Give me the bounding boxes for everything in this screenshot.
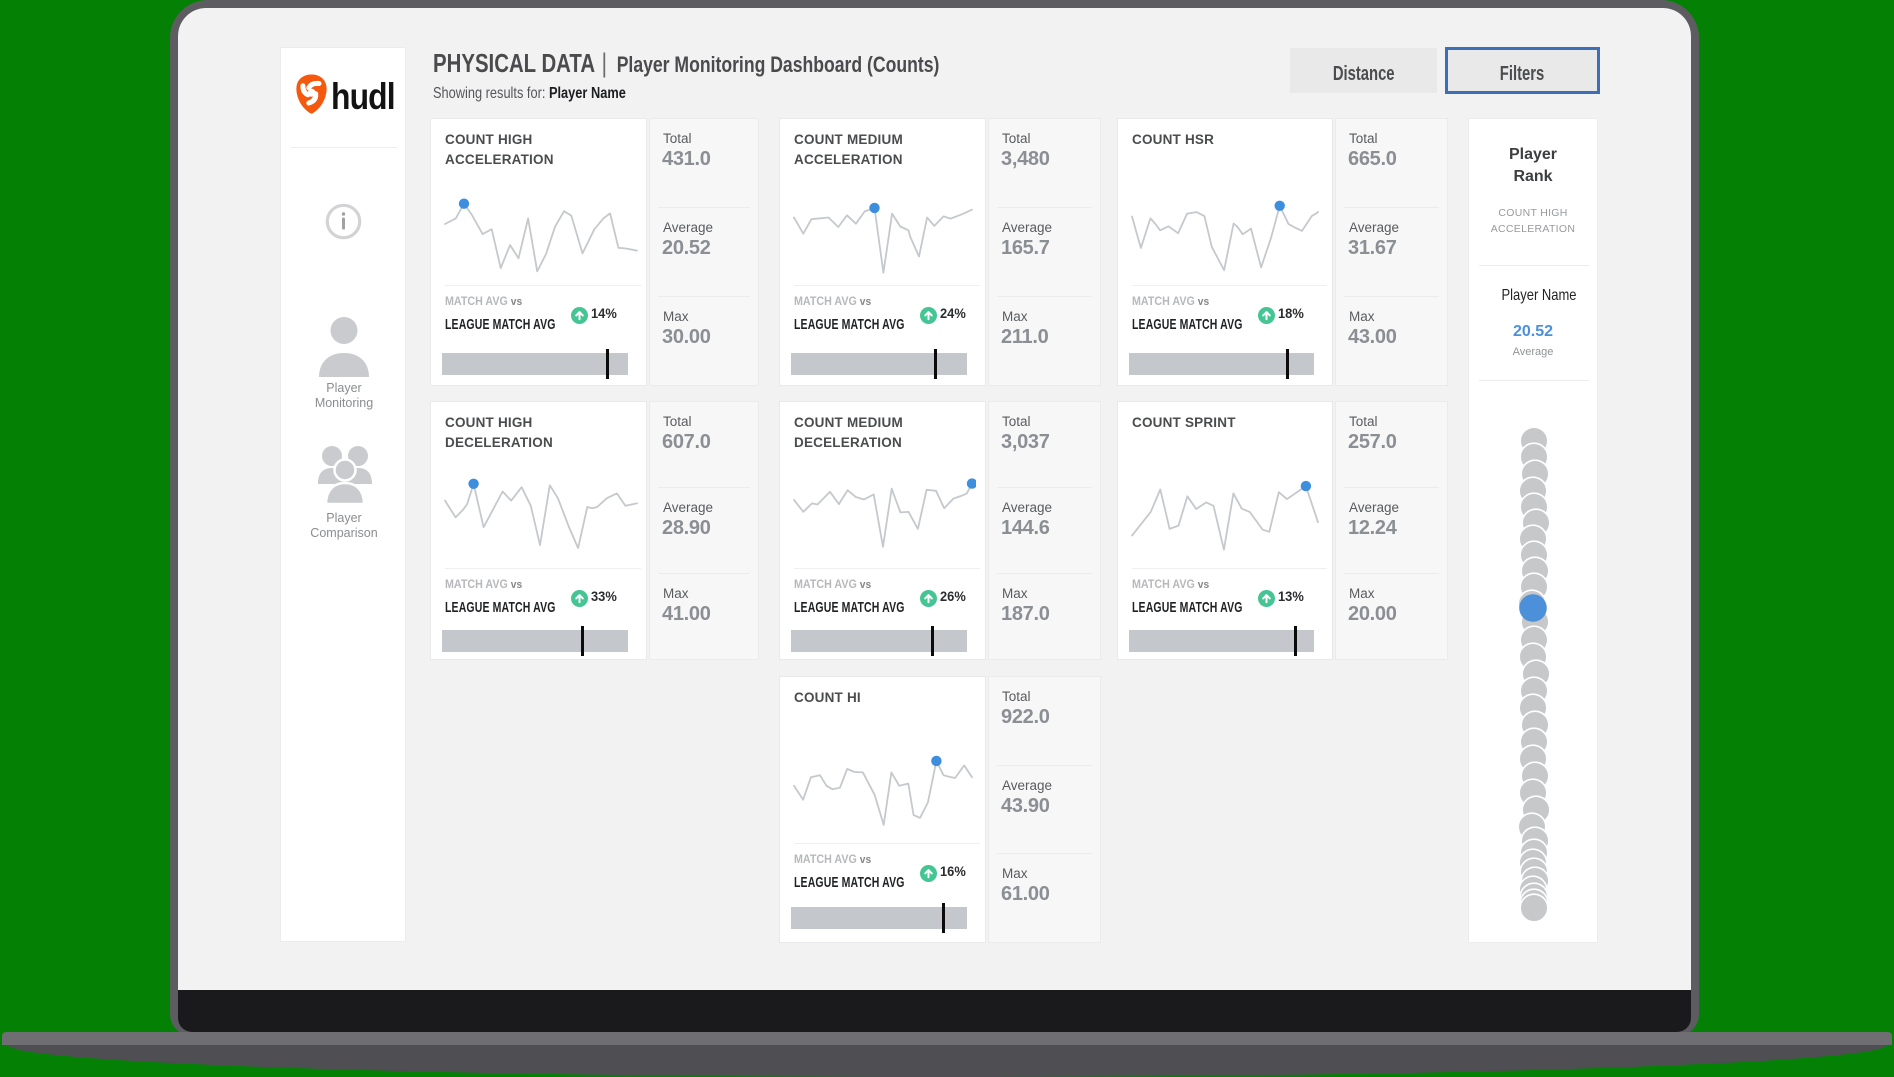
svg-text:hudl: hudl <box>331 77 395 117</box>
